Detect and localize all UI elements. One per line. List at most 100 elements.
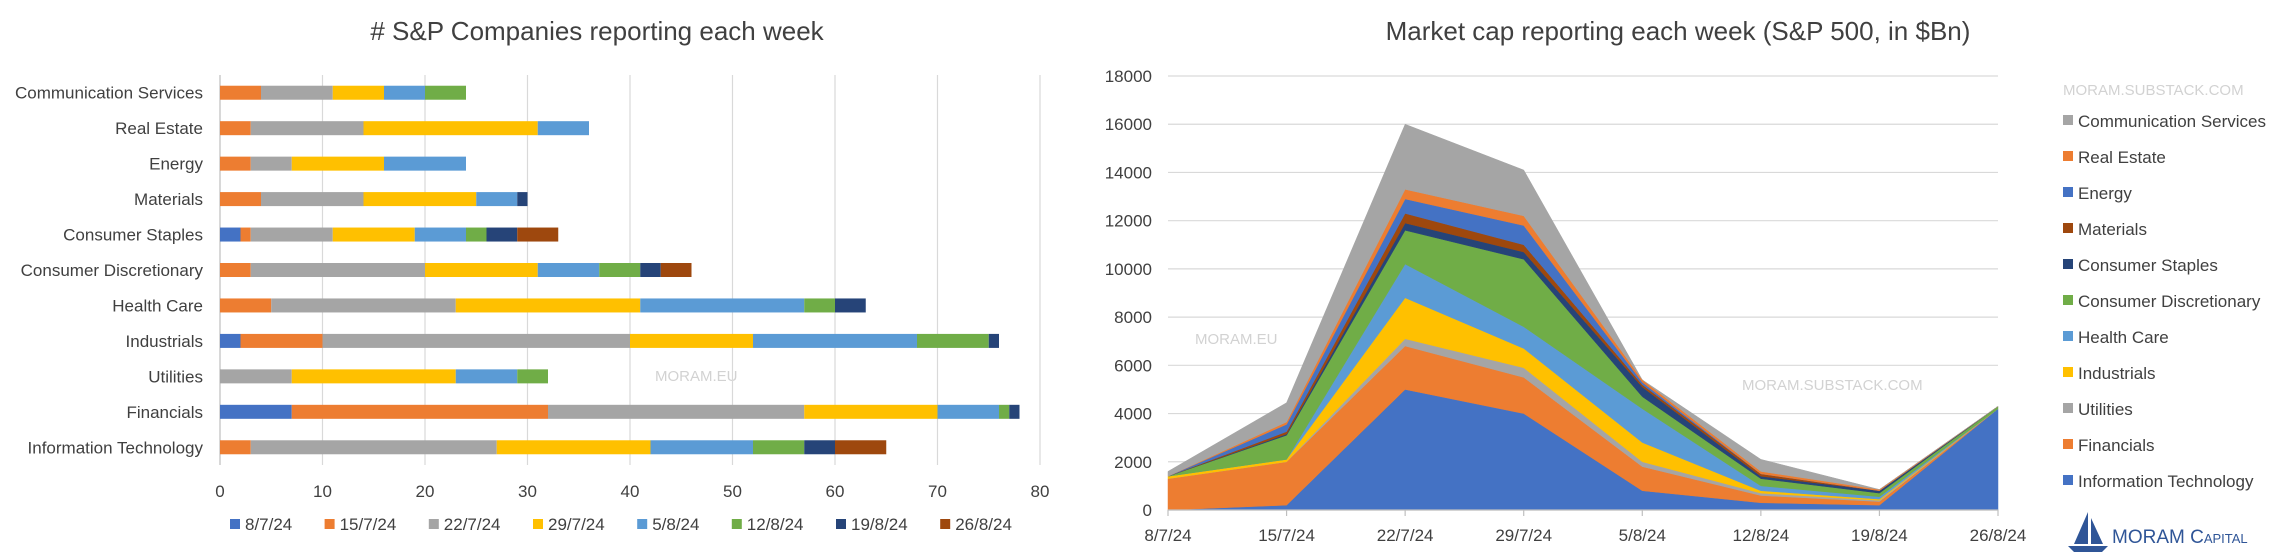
bar-segment-consumer-discretionary (425, 263, 538, 277)
bar-segment-communication-services (332, 85, 384, 100)
legend-swatch (230, 519, 240, 529)
bar-segment-health-care (455, 298, 641, 313)
x-tick-label: 26/8/24 (1970, 526, 2027, 545)
category-label: Energy (149, 155, 203, 174)
bar-segment-energy (250, 156, 292, 171)
y-tick-label: 2000 (1114, 453, 1152, 472)
x-tick-label: 80 (1031, 482, 1050, 501)
x-tick-label: 29/7/24 (1495, 526, 1552, 545)
category-label: Communication Services (15, 84, 203, 103)
bar-segment-communication-services (425, 85, 466, 100)
legend-label: Health Care (2078, 328, 2169, 347)
bar-segment-real-estate (537, 121, 589, 136)
bar-segment-consumer-discretionary (250, 263, 425, 277)
legend: 8/7/24 15/7/24 22/7/24 29/7/24 5/8/24 12/8/24… (230, 515, 1012, 534)
bar-segment-utilities (291, 369, 456, 384)
legend: Communication Services Real Estate Energy M… (2063, 112, 2266, 491)
bar-segment-industrials (753, 333, 917, 348)
x-tick-label: 19/8/24 (1851, 526, 1908, 545)
bar-segment-financials (999, 404, 1010, 419)
legend-label: 5/8/24 (652, 515, 699, 534)
bar-segment-information-technology (220, 440, 251, 455)
legend-label: 15/7/24 (340, 515, 397, 534)
bar-segment-real-estate (363, 121, 538, 136)
x-tick-label: 5/8/24 (1619, 526, 1666, 545)
bar-segment-consumer-staples (240, 227, 251, 242)
y-tick-label: 0 (1143, 501, 1152, 520)
x-tick-label: 30 (518, 482, 537, 501)
sailboat-icon (2068, 512, 2108, 552)
y-tick-label: 4000 (1114, 405, 1152, 424)
bar-segment-industrials (630, 333, 753, 348)
legend-label: Industrials (2078, 364, 2155, 383)
legend-label: 29/7/24 (548, 515, 605, 534)
category-label: Industrials (126, 332, 203, 351)
chart-title: Market cap reporting each week (S&P 500,… (1386, 16, 1971, 46)
x-tick-label: 8/7/24 (1144, 526, 1191, 545)
bar-segment-industrials (988, 333, 999, 348)
bar-segment-financials (804, 404, 938, 419)
legend-swatch (2063, 475, 2073, 485)
bar-segment-information-technology (650, 440, 753, 455)
bar-segment-industrials (917, 333, 989, 348)
x-tick-label: 40 (621, 482, 640, 501)
bar-segment-consumer-discretionary (599, 263, 641, 277)
area-communication-services (1167, 123, 1999, 490)
y-tick-label: 8000 (1114, 308, 1152, 327)
legend-swatch (324, 519, 335, 529)
category-label: Consumer Discretionary (21, 261, 204, 280)
bar-segment-materials (261, 192, 364, 207)
legend-swatch (637, 519, 648, 529)
watermark: MORAM.EU (655, 368, 738, 385)
bar-segment-materials (363, 192, 477, 207)
legend-swatch (2063, 223, 2073, 233)
watermark: MORAM.SUBSTACK.COM (2063, 82, 2244, 99)
y-tick-label: 12000 (1105, 212, 1152, 231)
x-tick-label: 22/7/24 (1377, 526, 1434, 545)
bar-segment-industrials (220, 333, 241, 348)
x-tick-label: 70 (928, 482, 947, 501)
legend-label: Materials (2078, 220, 2147, 239)
bar-segment-utilities (220, 369, 292, 384)
bar-segment-health-care (835, 298, 866, 313)
bar-segment-health-care (271, 298, 456, 313)
bar-segment-industrials (240, 333, 323, 348)
bar-segment-information-technology (496, 440, 651, 455)
bar-segment-materials (476, 192, 518, 207)
x-tick-label: 15/7/24 (1258, 526, 1315, 545)
companies-reporting-chart: # S&P Companies reporting each week MORA… (15, 16, 1050, 534)
bar-segment-consumer-staples (332, 227, 415, 242)
bar-segment-health-care (640, 298, 805, 313)
bar-segment-financials (1009, 404, 1020, 419)
bar-segment-energy (384, 156, 466, 171)
bar-segment-communication-services (261, 85, 333, 100)
y-tick-label: 16000 (1105, 115, 1152, 134)
area-series-group (1167, 123, 1999, 511)
legend-swatch (2063, 115, 2073, 125)
bar-segment-consumer-discretionary (220, 263, 251, 277)
watermark: MORAM.SUBSTACK.COM (1742, 377, 1923, 394)
marketcap-chart-panel: Market cap reporting each week (S&P 500,… (1070, 0, 2284, 556)
x-tick-label: 60 (826, 482, 845, 501)
bar-segment-real-estate (250, 121, 364, 136)
legend-swatch (2063, 187, 2073, 197)
bar-segment-consumer-discretionary (537, 263, 600, 277)
companies-chart-panel: # S&P Companies reporting each week MORA… (0, 0, 1070, 556)
category-label: Real Estate (115, 119, 203, 138)
bar-segment-health-care (220, 298, 272, 313)
legend-label: Consumer Discretionary (2078, 292, 2261, 311)
bar-segment-communication-services (220, 85, 261, 100)
y-tick-label: 10000 (1105, 260, 1152, 279)
bar-segment-industrials (322, 333, 630, 348)
bar-segment-consumer-staples (250, 227, 333, 242)
bar-segment-consumer-staples (220, 227, 241, 242)
legend-swatch (428, 519, 439, 529)
bar-segment-consumer-discretionary (640, 263, 661, 277)
bar-segment-information-technology (835, 440, 887, 455)
bar-segment-consumer-staples (486, 227, 518, 242)
legend-swatch (2063, 259, 2073, 269)
legend-label: Utilities (2078, 400, 2133, 419)
bar-segment-materials (220, 192, 261, 207)
bar-segment-information-technology (250, 440, 497, 455)
legend-swatch (2063, 331, 2073, 341)
